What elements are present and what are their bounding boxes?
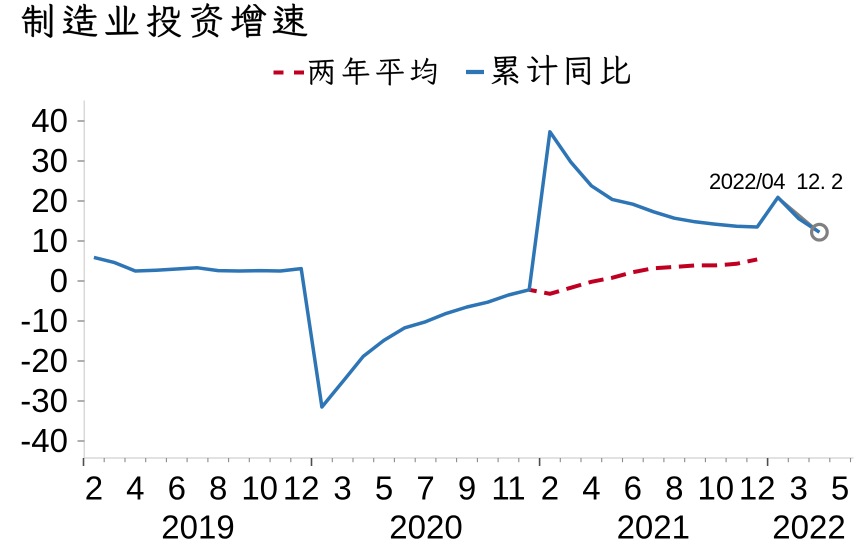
- svg-text:7: 7: [416, 470, 434, 507]
- svg-text:11: 11: [491, 470, 525, 507]
- svg-text:2020: 2020: [389, 509, 462, 542]
- svg-text:-20: -20: [20, 342, 68, 379]
- svg-text:6: 6: [168, 470, 186, 507]
- svg-text:30: 30: [31, 142, 68, 179]
- svg-text:3: 3: [333, 470, 351, 507]
- svg-text:-30: -30: [20, 382, 68, 419]
- svg-text:-40: -40: [20, 422, 68, 459]
- svg-text:6: 6: [624, 470, 642, 507]
- svg-text:4: 4: [582, 470, 600, 507]
- svg-text:10: 10: [31, 222, 68, 259]
- svg-text:2022/04 12. 2: 2022/04 12. 2: [709, 169, 843, 194]
- svg-text:-10: -10: [20, 302, 68, 339]
- svg-text:40: 40: [31, 102, 68, 139]
- svg-text:20: 20: [31, 182, 68, 219]
- svg-text:3: 3: [790, 470, 808, 507]
- svg-text:2: 2: [85, 470, 103, 507]
- svg-text:5: 5: [831, 470, 849, 507]
- svg-text:9: 9: [458, 470, 476, 507]
- svg-text:12: 12: [739, 470, 776, 507]
- svg-text:8: 8: [209, 470, 227, 507]
- svg-text:10: 10: [697, 470, 734, 507]
- svg-text:10: 10: [241, 470, 278, 507]
- svg-text:4: 4: [126, 470, 144, 507]
- svg-text:2: 2: [541, 470, 559, 507]
- svg-text:5: 5: [375, 470, 393, 507]
- svg-text:8: 8: [665, 470, 683, 507]
- svg-text:2019: 2019: [161, 509, 234, 542]
- svg-text:0: 0: [50, 262, 68, 299]
- svg-text:2021: 2021: [617, 509, 690, 542]
- svg-text:2022: 2022: [772, 509, 845, 542]
- svg-text:12: 12: [283, 470, 320, 507]
